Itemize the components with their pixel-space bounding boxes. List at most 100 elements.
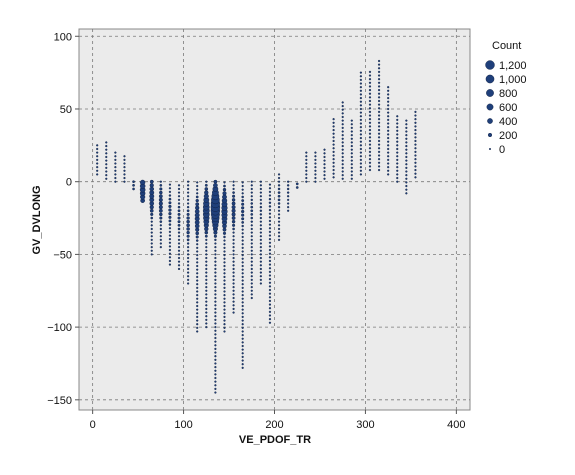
data-point [168, 256, 172, 259]
data-point [414, 118, 417, 121]
data-point [150, 249, 153, 252]
data-point [177, 212, 181, 216]
data-point [377, 139, 381, 143]
data-point [259, 220, 262, 223]
data-point [232, 278, 235, 281]
data-point [268, 197, 272, 201]
data-point [186, 242, 190, 245]
data-point [277, 191, 281, 194]
data-point [268, 234, 272, 237]
data-point [168, 183, 172, 186]
data-point [241, 323, 244, 326]
data-point [268, 321, 272, 324]
data-point [223, 272, 226, 275]
data-point [177, 253, 181, 256]
data-point [368, 92, 372, 95]
data-point [368, 158, 372, 161]
data-point [187, 180, 190, 183]
data-point [405, 170, 408, 173]
data-point [305, 155, 308, 158]
data-point [168, 190, 172, 193]
data-point [250, 195, 253, 198]
data-point [214, 242, 217, 245]
data-point [241, 199, 245, 203]
data-point [158, 201, 163, 206]
data-point [377, 63, 381, 66]
legend: Count 1,200 1,000 800 600 400 200 0 [485, 40, 527, 156]
data-point [96, 166, 99, 169]
data-point [214, 278, 217, 281]
data-point [150, 220, 153, 223]
data-point [405, 134, 408, 137]
data-point [250, 249, 253, 252]
x-tick-label: 0 [90, 419, 96, 431]
data-point [396, 122, 399, 125]
data-point [268, 285, 272, 288]
data-point [259, 213, 263, 216]
data-point [368, 161, 372, 164]
data-point [268, 183, 272, 186]
data-point [368, 110, 372, 113]
data-point [214, 333, 217, 336]
data-point [132, 183, 135, 187]
data-point [223, 181, 226, 184]
data-point [368, 165, 372, 168]
data-point [359, 118, 362, 121]
data-point [241, 264, 244, 268]
data-point [268, 318, 272, 321]
data-point [405, 141, 408, 144]
data-point [396, 147, 399, 151]
data-point [368, 81, 372, 84]
data-point [405, 177, 408, 180]
data-point [187, 195, 190, 198]
data-point [114, 176, 117, 180]
data-point [359, 82, 362, 85]
data-point [205, 275, 208, 278]
data-point [323, 163, 326, 166]
data-point [277, 209, 281, 212]
data-point [231, 208, 236, 213]
data-point [241, 290, 244, 293]
data-point [377, 154, 381, 157]
data-point [314, 151, 317, 154]
x-tick-label: 200 [265, 419, 283, 431]
data-point [241, 337, 244, 340]
data-point [268, 267, 272, 270]
data-point [268, 201, 272, 204]
data-point [105, 144, 108, 148]
data-point [223, 304, 226, 308]
data-point [150, 212, 154, 216]
data-point [277, 238, 281, 241]
data-point [232, 296, 235, 300]
data-point [314, 180, 317, 183]
data-point [332, 161, 335, 164]
data-point [341, 148, 344, 151]
data-point [259, 267, 262, 271]
data-point [223, 290, 226, 293]
data-point [359, 158, 362, 161]
data-point [232, 271, 235, 274]
data-point [259, 253, 262, 256]
data-point [205, 260, 208, 263]
data-point [250, 289, 253, 292]
legend-marker [485, 74, 495, 84]
data-point [341, 144, 344, 148]
data-point [323, 177, 326, 180]
data-point [332, 168, 335, 172]
data-point [232, 194, 236, 198]
data-point [232, 223, 236, 227]
data-point [159, 231, 162, 234]
data-point [368, 147, 372, 150]
data-point [259, 238, 262, 241]
data-point [259, 205, 263, 209]
data-point [341, 159, 344, 162]
data-point [214, 326, 217, 329]
data-point [414, 176, 417, 179]
data-point [250, 213, 254, 216]
data-point [268, 230, 272, 233]
data-point [150, 253, 153, 256]
data-point [132, 187, 135, 191]
data-point [323, 148, 326, 151]
data-point [268, 263, 272, 266]
data-point [287, 195, 290, 198]
